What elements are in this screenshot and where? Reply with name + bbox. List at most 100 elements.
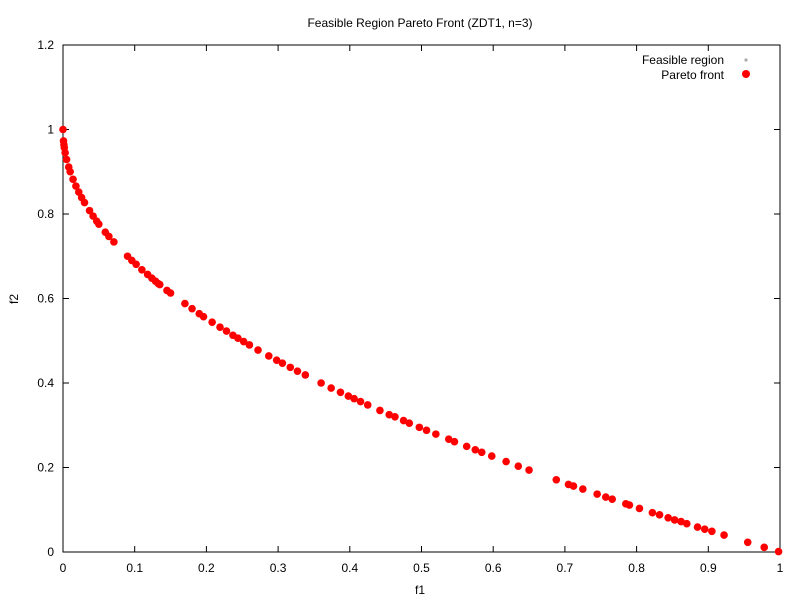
pareto-point xyxy=(166,289,175,297)
pareto-point xyxy=(188,304,196,313)
pareto-point xyxy=(677,517,685,526)
pareto-point xyxy=(471,445,480,454)
pareto-point xyxy=(502,457,510,466)
pareto-point xyxy=(415,423,424,432)
legend: Feasible region Pareto front xyxy=(642,53,750,82)
pareto-point xyxy=(720,531,728,539)
pareto-point xyxy=(199,312,208,321)
x-tick-label: 0.6 xyxy=(485,561,502,575)
pareto-point xyxy=(216,323,224,332)
pareto-point xyxy=(693,523,702,531)
y-axis-label: f2 xyxy=(7,294,21,304)
pareto-point xyxy=(569,482,578,490)
pareto-point xyxy=(286,363,295,372)
y-tick-label: 0.6 xyxy=(37,292,54,306)
legend-marker-pareto-front xyxy=(742,70,750,78)
pareto-point xyxy=(422,426,431,435)
legend-marker-feasible-region xyxy=(744,58,748,62)
x-tick-label: 0 xyxy=(60,561,67,575)
pareto-point xyxy=(317,379,325,387)
pareto-point xyxy=(264,352,273,360)
pareto-point xyxy=(376,406,384,415)
pareto-point xyxy=(66,167,74,176)
x-axis: 0 0.1 0.2 0.3 0.4 0.5 0.6 0.7 0.8 0.9 1 xyxy=(60,45,784,575)
x-tick-label: 0.7 xyxy=(557,561,574,575)
pareto-point xyxy=(69,175,77,184)
pareto-point xyxy=(760,543,769,552)
pareto-point xyxy=(743,538,752,547)
pareto-point xyxy=(708,527,716,536)
pareto-point xyxy=(59,125,67,134)
pareto-point xyxy=(222,327,231,335)
y-tick-label: 0.4 xyxy=(37,376,54,390)
pareto-point xyxy=(552,475,561,484)
pareto-point xyxy=(593,490,601,498)
pareto-point xyxy=(254,346,262,354)
pareto-point xyxy=(62,155,71,164)
pareto-point xyxy=(432,430,440,438)
pareto-point xyxy=(487,452,496,460)
legend-label-pareto-front: Pareto front xyxy=(661,68,724,82)
pareto-front-series xyxy=(59,125,783,556)
pareto-point xyxy=(132,260,140,269)
pareto-point xyxy=(350,394,358,403)
pareto-point xyxy=(85,206,94,215)
pareto-point xyxy=(648,508,657,517)
pareto-point xyxy=(293,367,302,375)
pareto-point xyxy=(336,388,345,397)
pareto-point xyxy=(655,511,664,519)
x-tick-label: 0.4 xyxy=(341,561,358,575)
chart-title: Feasible Region Pareto Front (ZDT1, n=3) xyxy=(307,16,532,30)
x-tick-label: 0.9 xyxy=(700,561,717,575)
pareto-point xyxy=(327,384,335,392)
y-axis: 0 0.2 0.4 0.6 0.8 1 1.2 xyxy=(37,38,780,559)
pareto-point xyxy=(272,356,281,364)
pareto-point xyxy=(385,410,394,419)
x-tick-label: 0.1 xyxy=(126,561,143,575)
x-tick-label: 0.5 xyxy=(413,561,430,575)
pareto-point xyxy=(72,182,80,190)
pareto-point xyxy=(95,220,103,228)
pareto-point xyxy=(356,397,365,406)
pareto-point xyxy=(138,265,146,274)
pareto-point xyxy=(444,435,453,443)
pareto-point xyxy=(462,442,471,451)
pareto-point xyxy=(239,337,248,346)
pareto-point xyxy=(301,371,310,379)
pareto-point xyxy=(399,416,408,425)
pareto-point xyxy=(110,238,118,246)
pareto-point xyxy=(477,448,486,457)
x-tick-label: 0.2 xyxy=(198,561,215,575)
pareto-point xyxy=(664,513,672,522)
pareto-point xyxy=(181,299,189,308)
pareto-point xyxy=(245,341,254,349)
pareto-point xyxy=(635,504,644,513)
plot-area-frame xyxy=(62,44,781,553)
pareto-point xyxy=(405,419,414,427)
pareto-point xyxy=(625,501,634,509)
pareto-point xyxy=(608,495,617,503)
pareto-point xyxy=(601,493,610,501)
pareto-point xyxy=(514,462,523,471)
x-tick-label: 1 xyxy=(777,561,784,575)
pareto-point xyxy=(105,232,113,241)
pareto-point xyxy=(774,547,783,556)
y-tick-label: 1 xyxy=(47,123,54,137)
pareto-point xyxy=(670,516,679,524)
y-tick-label: 0.8 xyxy=(37,207,54,221)
pareto-point xyxy=(208,318,216,326)
y-tick-label: 1.2 xyxy=(37,38,54,52)
pareto-point xyxy=(344,392,353,400)
pareto-point xyxy=(682,519,691,528)
x-tick-label: 0.3 xyxy=(270,561,287,575)
pareto-point xyxy=(363,401,372,409)
pareto-point xyxy=(155,280,164,289)
pareto-point xyxy=(700,525,709,533)
pareto-point xyxy=(234,334,242,343)
x-tick-label: 0.8 xyxy=(628,561,645,575)
pareto-point xyxy=(391,413,399,421)
y-tick-label: 0.2 xyxy=(37,461,54,475)
pareto-point xyxy=(450,437,459,446)
y-tick-label: 0 xyxy=(47,545,54,559)
